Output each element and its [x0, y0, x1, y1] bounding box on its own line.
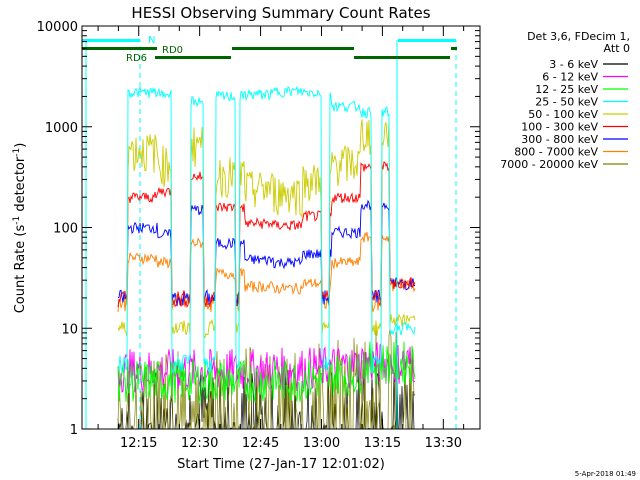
x-tick-label: 13:15	[364, 436, 401, 451]
legend-header-1: Det 3,6, FDecim 1,	[527, 30, 630, 43]
y-axis-label-sup2: -1	[12, 148, 22, 157]
trace-25-50-kev	[117, 85, 416, 374]
legend-header-2: Att 0	[604, 42, 630, 55]
night-bar	[82, 39, 140, 42]
rd-bar	[451, 47, 457, 50]
trace-6-12-kev	[117, 342, 416, 393]
night-label: N	[148, 35, 155, 46]
legend-label: 7000 - 20000 keV	[500, 158, 598, 171]
legend-label: 6 - 12 keV	[542, 71, 598, 84]
legend-label: 25 - 50 keV	[535, 96, 598, 109]
y-axis-label-mid: detector	[13, 156, 28, 216]
trace-50-100-kev	[117, 119, 416, 339]
rd-bar	[155, 56, 231, 59]
x-tick-label: 13:30	[425, 436, 462, 451]
trace-300-800-kev	[117, 199, 416, 307]
y-axis-label-end: )	[13, 143, 28, 148]
rd-bar	[354, 56, 450, 59]
rd-bar	[82, 47, 157, 50]
footer-date: 5-Apr-2018 01:49	[575, 470, 636, 478]
y-axis-label-sup1: -1	[12, 216, 22, 225]
trace-800-7000-kev	[117, 231, 416, 313]
legend-label: 50 - 100 keV	[528, 108, 598, 121]
legend-label: 300 - 800 keV	[521, 133, 598, 146]
rd0-label: RD0	[162, 45, 183, 56]
y-axis-label: Count Rate (s-1 detector-1)	[12, 143, 28, 314]
trace-100-300-kev	[117, 161, 416, 309]
night-bar	[398, 39, 456, 42]
y-axis-ticks: 1 10 100 1000 10000	[37, 20, 480, 438]
x-tick-label: 12:30	[181, 436, 218, 451]
x-tick-label: 13:00	[303, 436, 340, 451]
x-tick-label: 12:45	[242, 436, 279, 451]
rd6-label: RD6	[126, 53, 147, 64]
y-tick-label: 100	[53, 222, 78, 237]
x-axis-ticks: 12:15 12:30 12:45 13:00 13:15 13:30	[97, 26, 465, 451]
rd-bar	[232, 47, 354, 50]
y-tick-label: 10	[61, 322, 78, 337]
legend-label: 3 - 6 keV	[549, 58, 598, 71]
legend-label: 800 - 7000 keV	[514, 146, 598, 159]
x-tick-label: 12:15	[120, 436, 157, 451]
y-tick-label: 1000	[45, 121, 78, 136]
x-axis-label: Start Time (27-Jan-17 12:01:02)	[177, 457, 385, 472]
plot-area: N RD0 RD6	[82, 35, 457, 431]
trace-12-25-kev	[117, 341, 416, 403]
legend-label: 12 - 25 keV	[535, 83, 598, 96]
y-axis-label-main: Count Rate (s	[13, 225, 28, 314]
legend-label: 100 - 300 keV	[521, 121, 598, 134]
chart-title: HESSI Observing Summary Count Rates	[131, 4, 430, 22]
y-tick-label: 10000	[37, 20, 78, 35]
y-tick-label: 1	[70, 423, 78, 438]
